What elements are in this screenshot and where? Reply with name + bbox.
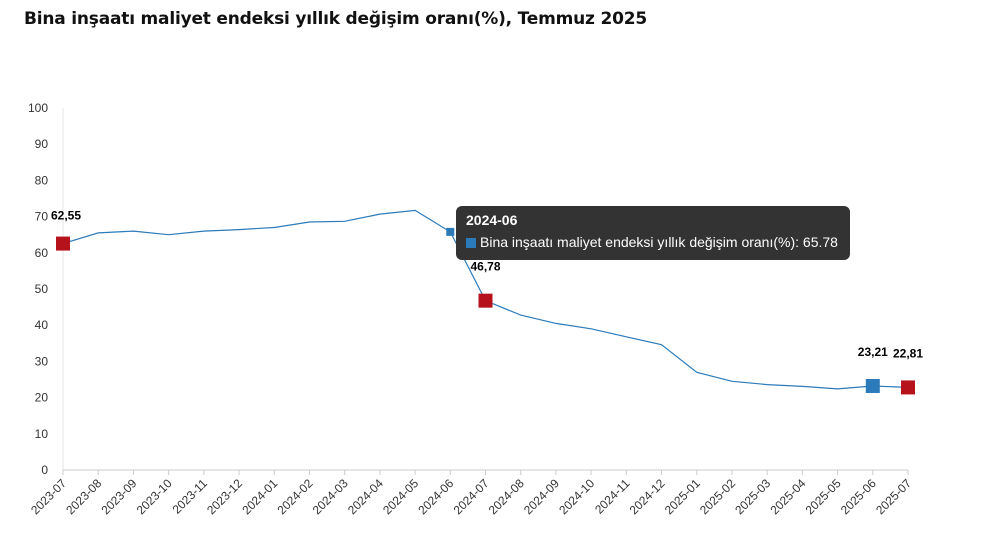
x-tick-label: 2024-07 — [451, 476, 492, 517]
x-tick-label: 2023-07 — [28, 476, 69, 517]
x-tick-label: 2023-08 — [63, 476, 104, 517]
tooltip-text: Bina inşaatı maliyet endeksi yıllık deği… — [480, 234, 838, 250]
x-tick-label: 2024-05 — [380, 476, 421, 517]
x-tick-label: 2024-01 — [239, 476, 280, 517]
tooltip-series-swatch — [466, 238, 476, 248]
x-tick-label: 2025-06 — [838, 476, 879, 517]
x-tick-label: 2024-12 — [627, 476, 668, 517]
x-tick-label: 2025-02 — [697, 476, 738, 517]
data-label: 23,21 — [858, 345, 888, 359]
data-label: 62,55 — [51, 209, 81, 223]
point-marker[interactable] — [56, 236, 70, 251]
y-tick-label: 50 — [35, 282, 49, 296]
x-tick-label: 2024-10 — [556, 476, 597, 517]
y-tick-label: 10 — [35, 427, 49, 441]
y-tick-label: 30 — [35, 354, 49, 368]
x-tick-label: 2023-09 — [98, 476, 139, 517]
y-tick-label: 70 — [35, 210, 49, 224]
tooltip-title: 2024-06 — [466, 212, 518, 228]
x-tick-label: 2024-09 — [521, 476, 562, 517]
x-tick-label: 2024-03 — [310, 476, 351, 517]
point-marker[interactable] — [901, 380, 915, 395]
x-tick-label: 2025-01 — [662, 476, 703, 517]
data-label: 22,81 — [893, 346, 923, 360]
x-tick-label: 2023-10 — [134, 476, 175, 517]
x-tick-label: 2025-04 — [767, 476, 808, 517]
y-tick-label: 80 — [35, 173, 49, 187]
chart-tooltip: 2024-06 Bina inşaatı maliyet endeksi yıl… — [456, 206, 850, 260]
y-axis: 0 10 20 30 40 50 60 70 80 90 100 — [28, 101, 64, 477]
x-tick-label: 2023-12 — [204, 476, 245, 517]
x-tick-label: 2024-06 — [415, 476, 456, 517]
x-tick-label: 2023-11 — [170, 476, 211, 517]
y-tick-label: 60 — [35, 246, 49, 260]
point-marker[interactable] — [865, 378, 880, 393]
x-tick-label: 2025-05 — [803, 476, 844, 517]
y-tick-label: 0 — [41, 463, 48, 477]
x-tick-label: 2024-11 — [592, 476, 633, 517]
chart-title: Bina inşaatı maliyet endeksi yıllık deği… — [24, 9, 647, 29]
point-marker[interactable] — [478, 293, 493, 308]
y-tick-label: 100 — [28, 101, 48, 115]
marker-layer — [56, 227, 915, 395]
y-tick-label: 40 — [35, 318, 49, 332]
data-label: 46,78 — [470, 260, 500, 274]
x-tick-label: 2025-07 — [873, 476, 914, 517]
y-tick-label: 90 — [35, 137, 49, 151]
y-tick-label: 20 — [35, 391, 49, 405]
x-axis: 2023-072023-082023-092023-102023-112023-… — [28, 469, 914, 517]
hover-point-marker[interactable] — [446, 227, 455, 236]
x-tick-label: 2025-03 — [732, 476, 773, 517]
data-label-layer: 62,55 46,78 23,21 22,81 — [51, 209, 923, 361]
x-tick-label: 2024-02 — [275, 476, 316, 517]
x-tick-label: 2024-08 — [486, 476, 527, 517]
x-tick-label: 2024-04 — [345, 476, 386, 517]
tooltip-row: Bina inşaatı maliyet endeksi yıllık deği… — [466, 234, 840, 250]
